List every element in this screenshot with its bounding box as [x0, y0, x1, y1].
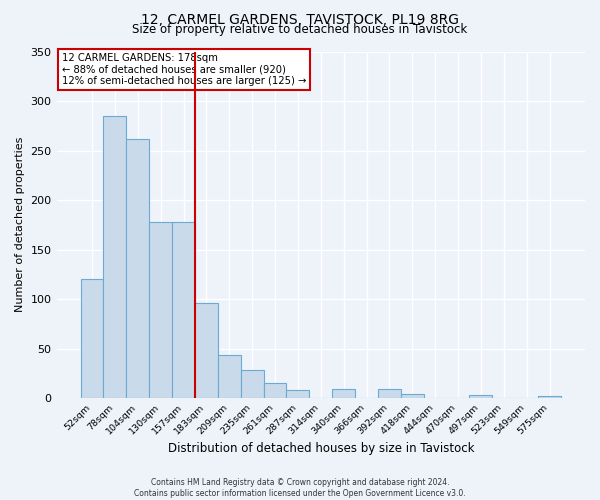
Text: 12 CARMEL GARDENS: 178sqm
← 88% of detached houses are smaller (920)
12% of semi: 12 CARMEL GARDENS: 178sqm ← 88% of detac…: [62, 53, 306, 86]
Bar: [378, 389, 401, 398]
Y-axis label: Number of detached properties: Number of detached properties: [15, 137, 25, 312]
Bar: [80, 280, 103, 398]
Bar: [172, 222, 195, 398]
Bar: [469, 395, 493, 398]
Bar: [218, 354, 241, 398]
X-axis label: Distribution of detached houses by size in Tavistock: Distribution of detached houses by size …: [167, 442, 474, 455]
Text: 12, CARMEL GARDENS, TAVISTOCK, PL19 8RG: 12, CARMEL GARDENS, TAVISTOCK, PL19 8RG: [141, 12, 459, 26]
Bar: [127, 138, 149, 398]
Bar: [263, 383, 286, 398]
Bar: [241, 370, 263, 398]
Bar: [286, 390, 310, 398]
Bar: [195, 303, 218, 398]
Text: Size of property relative to detached houses in Tavistock: Size of property relative to detached ho…: [133, 22, 467, 36]
Bar: [103, 116, 127, 398]
Bar: [149, 222, 172, 398]
Bar: [401, 394, 424, 398]
Bar: [332, 389, 355, 398]
Bar: [538, 396, 561, 398]
Text: Contains HM Land Registry data © Crown copyright and database right 2024.
Contai: Contains HM Land Registry data © Crown c…: [134, 478, 466, 498]
